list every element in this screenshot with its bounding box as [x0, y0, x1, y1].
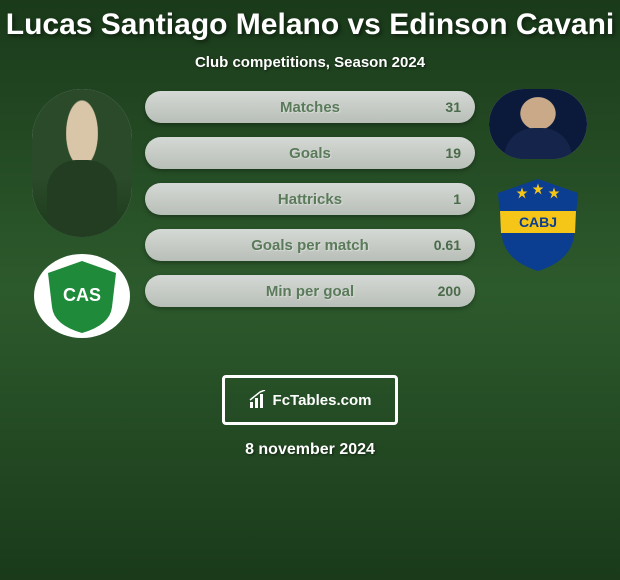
right-player-column: CABJ [483, 89, 593, 275]
page-title: Lucas Santiago Melano vs Edinson Cavani [6, 8, 614, 42]
stat-right-value: 0.61 [434, 237, 461, 253]
footer-brand: FcTables.com [222, 375, 398, 425]
stat-right-value: 31 [445, 99, 461, 115]
stat-row-goals-per-match: Goals per match 0.61 [145, 229, 475, 261]
left-player-column: CAS [27, 89, 137, 339]
stat-right-value: 1 [453, 191, 461, 207]
left-crest-letters: CAS [63, 285, 101, 305]
right-club-crest: CABJ [488, 175, 588, 275]
stat-row-matches: Matches 31 [145, 91, 475, 123]
comparison-row: CAS Matches 31 Goals 19 Hattricks 1 [0, 89, 620, 339]
left-club-crest: CAS [32, 253, 132, 339]
stat-label: Goals per match [251, 237, 369, 254]
stats-list: Matches 31 Goals 19 Hattricks 1 Goals pe… [145, 91, 475, 307]
left-player-photo [32, 89, 132, 237]
right-crest-letters: CABJ [519, 214, 557, 230]
stat-label: Matches [280, 99, 340, 116]
stat-label: Min per goal [266, 283, 354, 300]
right-player-photo [489, 89, 587, 159]
stat-row-goals: Goals 19 [145, 137, 475, 169]
bar-chart-icon [249, 390, 269, 410]
stat-row-min-per-goal: Min per goal 200 [145, 275, 475, 307]
stat-right-value: 200 [438, 283, 461, 299]
subtitle: Club competitions, Season 2024 [195, 54, 425, 71]
date-text: 8 november 2024 [245, 441, 375, 459]
stat-right-value: 19 [445, 145, 461, 161]
footer-brand-text: FcTables.com [273, 392, 372, 409]
stat-label: Goals [289, 145, 331, 162]
stat-label: Hattricks [278, 191, 342, 208]
stat-row-hattricks: Hattricks 1 [145, 183, 475, 215]
